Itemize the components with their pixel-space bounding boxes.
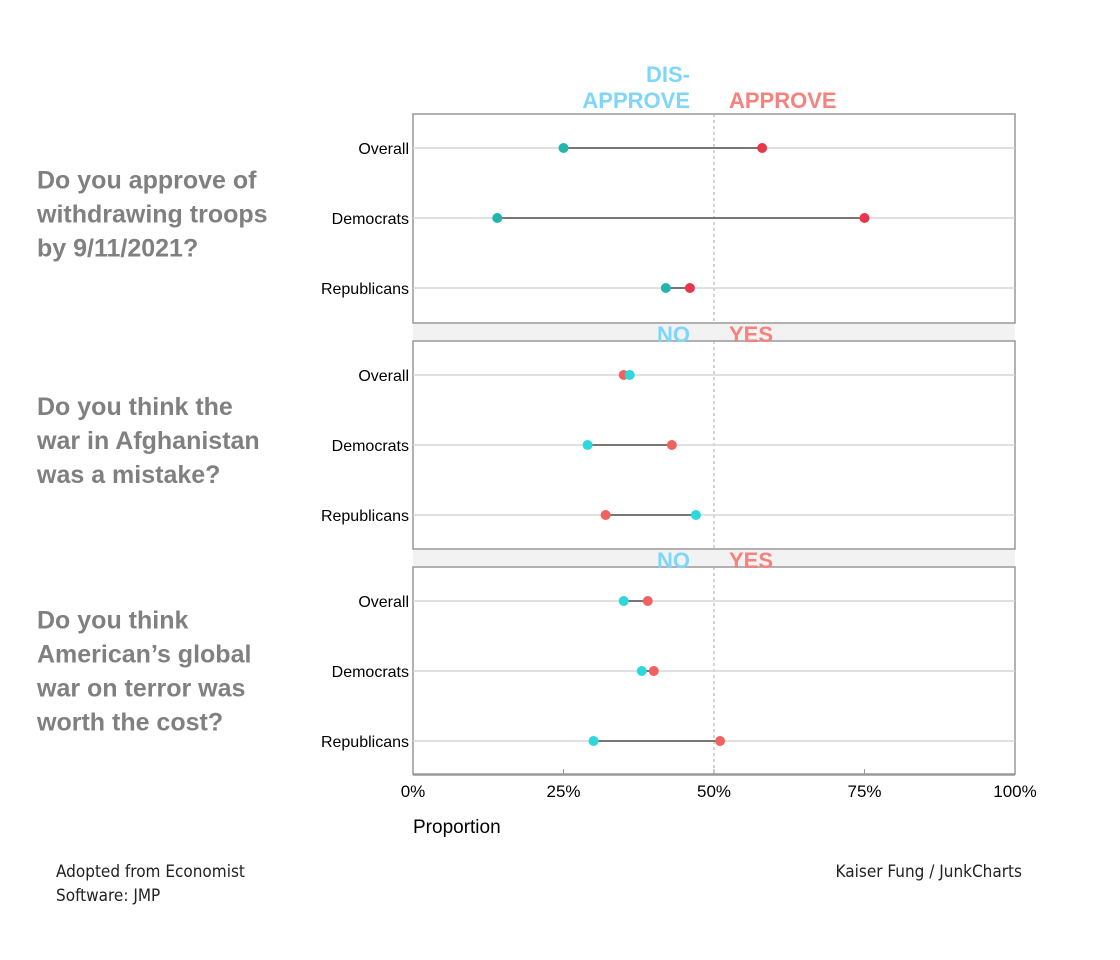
row-label: Democrats (332, 211, 409, 228)
point-positive (859, 213, 870, 223)
header-label-negative: NO (657, 322, 690, 347)
point-negative (588, 736, 599, 746)
row-label: Democrats (332, 664, 409, 681)
point-negative (636, 666, 647, 676)
question-text: war on terror was (36, 675, 245, 703)
point-positive (642, 596, 653, 606)
point-positive (715, 736, 726, 746)
header-label-negative: DIS- (646, 62, 690, 87)
question-text: Do you approve of (37, 167, 257, 195)
header-label-negative: NO (657, 548, 690, 573)
header-label-positive: YES (729, 322, 773, 347)
question-text: Do you think (37, 607, 188, 635)
footer-credit: Kaiser Fung / JunkCharts (836, 862, 1022, 882)
point-positive (666, 440, 677, 450)
point-positive (648, 666, 659, 676)
row-label: Republicans (321, 281, 409, 298)
x-tick-label: 0% (401, 782, 426, 801)
panel-strip (413, 323, 1015, 341)
row-label: Overall (358, 594, 409, 611)
point-negative (690, 510, 701, 520)
point-negative (660, 283, 671, 293)
header-label-positive: YES (729, 548, 773, 573)
row-label: Democrats (332, 438, 409, 455)
question-text: by 9/11/2021? (37, 235, 198, 263)
footer-source: Adopted from Economist (56, 862, 245, 882)
x-axis-title: Proportion (413, 817, 501, 838)
question-text: withdrawing troops (36, 201, 268, 229)
point-negative (624, 370, 635, 380)
panel-strip (413, 549, 1015, 567)
header-label-positive: APPROVE (729, 88, 837, 113)
question-text: war in Afghanistan (36, 427, 260, 455)
x-tick-label: 25% (546, 782, 580, 801)
point-positive (684, 283, 695, 293)
point-positive (757, 143, 768, 153)
row-label: Overall (358, 368, 409, 385)
row-label: Republicans (321, 734, 409, 751)
point-negative (582, 440, 593, 450)
point-positive (600, 510, 611, 520)
row-label: Republicans (321, 508, 409, 525)
x-tick-label: 75% (847, 782, 881, 801)
point-negative (492, 213, 503, 223)
question-text: was a mistake? (36, 461, 220, 489)
row-label: Overall (358, 141, 409, 158)
question-text: American’s global (37, 641, 251, 669)
question-text: worth the cost? (36, 709, 223, 737)
point-negative (618, 596, 629, 606)
x-tick-label: 100% (993, 782, 1036, 801)
footer-source: Software: JMP (56, 886, 160, 906)
question-text: Do you think the (37, 393, 233, 421)
x-tick-label: 50% (697, 782, 731, 801)
point-negative (558, 143, 569, 153)
header-label-negative: APPROVE (582, 88, 690, 113)
